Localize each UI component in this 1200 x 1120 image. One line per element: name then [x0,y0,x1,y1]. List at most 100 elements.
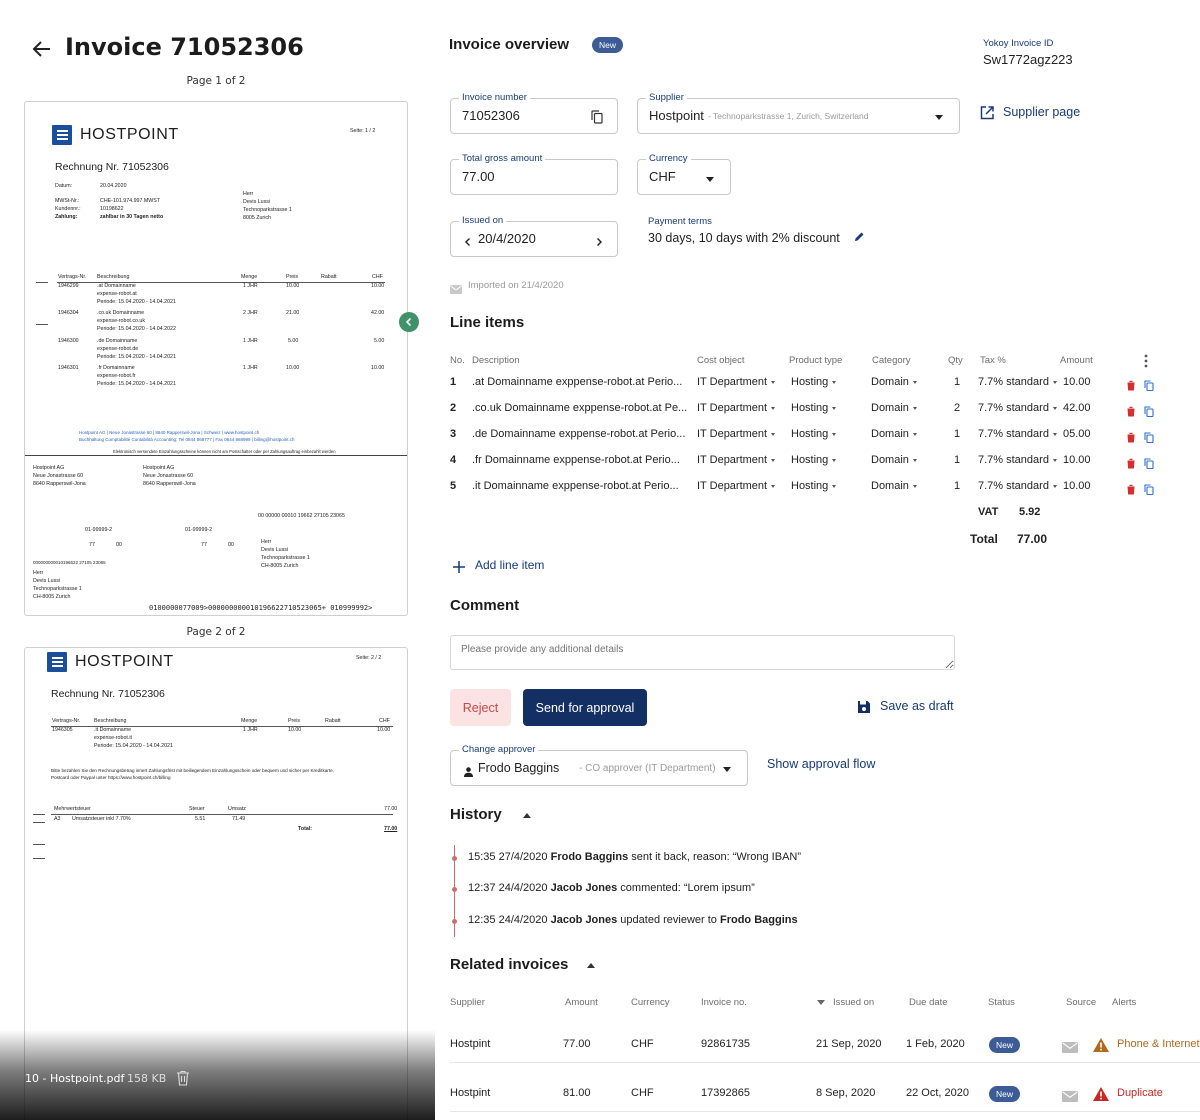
add-line-item-button[interactable]: Add line item [475,558,545,572]
reject-button[interactable]: Reject [450,689,511,726]
pdf-text: 10.00 [286,283,300,289]
category-select[interactable]: Domain [871,376,917,388]
save-draft-button[interactable]: Save as draft [880,699,954,713]
supplier-page-link[interactable]: Supplier page [1003,105,1081,119]
pdf-mark [33,844,45,845]
pdf-text: 1 JHR [243,283,258,289]
chevron-down-icon [832,458,837,462]
sort-down-icon[interactable] [817,1000,825,1005]
duplicate-icon[interactable] [1144,430,1154,444]
table-row[interactable]: 3 .de Domainname exppense-robot.at Perio… [435,428,1200,448]
row-amount: 10.00 [1063,454,1091,466]
issued-on-field[interactable]: Issued on 20/4/2020 [450,215,618,257]
trash-icon[interactable] [176,1070,190,1086]
history-text: commented: “Lorem ipsum” [620,882,755,894]
supplier-select[interactable]: Supplier Hostpoint - Technoparkstrasse 1… [637,92,960,134]
collapse-related-icon[interactable] [587,963,595,968]
history-item: 12:37 24/4/2020 Jacob Jones commented: “… [468,882,755,894]
category-select[interactable]: Domain [871,454,917,466]
pdf-page-1[interactable]: HOSTPOINT Seite: 1 / 2 Rechnung Nr. 7105… [24,101,408,616]
delete-icon[interactable] [1126,404,1136,417]
cost-object-select[interactable]: IT Department [697,428,776,440]
page-1-label: Page 1 of 2 [186,75,246,87]
edit-pencil-icon[interactable] [853,230,865,242]
pdf-invoice-heading: Rechnung Nr. 71052306 [55,161,169,173]
invoice-number-value: 71052306 [462,108,520,123]
show-approval-flow-link[interactable]: Show approval flow [767,757,876,771]
tax-select[interactable]: 7.7% standard [978,428,1057,440]
cell-text: IT Department [697,402,768,414]
delete-icon[interactable] [1126,378,1136,391]
col-header[interactable]: Issued on [833,997,875,1008]
file-name: 10 - Hostpoint.pdf [25,1072,125,1085]
duplicate-icon[interactable] [1144,404,1154,418]
collapse-history-icon[interactable] [523,813,531,818]
external-link-icon[interactable] [979,105,995,121]
duplicate-icon[interactable] [1144,456,1154,470]
product-type-select[interactable]: Hosting [791,402,837,414]
tax-select[interactable]: 7.7% standard [978,402,1057,414]
table-row[interactable]: 5 .it Domainname exppense-robot.at Perio… [435,480,1200,500]
pdf-text: expense-robot.fr [97,373,136,379]
chevron-right-icon[interactable] [595,234,603,246]
category-select[interactable]: Domain [871,428,917,440]
cost-object-select[interactable]: IT Department [697,376,776,388]
pdf-text: CH-8005 Zurich [33,594,71,600]
send-for-approval-button[interactable]: Send for approval [523,689,647,726]
collapse-chevron-icon[interactable] [399,312,419,332]
cost-object-select[interactable]: IT Department [697,402,776,414]
save-disk-icon[interactable] [857,700,871,714]
history-item: 15:35 27/4/2020 Frodo Baggins sent it ba… [468,851,801,863]
approver-select[interactable]: Change approver Frodo Baggins - CO appro… [450,744,748,786]
back-arrow-icon[interactable] [31,38,53,60]
delete-icon[interactable] [1126,456,1136,469]
pdf-text: 1 JHR [243,365,258,371]
product-type-select[interactable]: Hosting [791,454,837,466]
delete-icon[interactable] [1126,482,1136,495]
category-select[interactable]: Domain [871,402,917,414]
cost-object-select[interactable]: IT Department [697,480,776,492]
pdf-col: Rabatt [325,718,341,724]
duplicate-icon[interactable] [1144,482,1154,496]
table-row[interactable]: Hostpint 77.00 CHF 92861735 21 Sep, 2020… [435,1033,1200,1057]
timeline-dot [452,856,457,861]
chevron-left-icon[interactable] [464,234,472,246]
plus-icon[interactable] [453,560,465,573]
tax-select[interactable]: 7.7% standard [978,454,1057,466]
category-select[interactable]: Domain [871,480,917,492]
invoice-number-field[interactable]: Invoice number 71052306 [450,92,618,134]
pdf-text: 10.00 [371,365,385,371]
table-row[interactable]: 4 .fr Domainname exppense-robot.at Perio… [435,454,1200,474]
cost-object-select[interactable]: IT Department [697,454,776,466]
more-vertical-icon[interactable] [1144,354,1148,368]
pdf-rule [25,455,407,456]
mail-icon [1062,1040,1078,1053]
comment-input[interactable] [450,635,955,670]
chevron-down-icon [832,380,837,384]
gross-amount-value: 77.00 [462,169,495,184]
tax-select[interactable]: 7.7% standard [978,376,1057,388]
gross-amount-field[interactable]: Total gross amount 77.00 [450,153,618,195]
tax-select[interactable]: 7.7% standard [978,480,1057,492]
product-type-select[interactable]: Hosting [791,428,837,440]
pdf-text: 10.00 [377,727,391,733]
delete-icon[interactable] [1126,430,1136,443]
col-header: Due date [909,997,948,1008]
product-type-select[interactable]: Hosting [791,480,837,492]
copy-icon[interactable] [591,110,603,124]
pdf-text: .at Domainname [97,283,136,289]
product-type-select[interactable]: Hosting [791,376,837,388]
table-row[interactable]: 1 .at Domainname exppense-robot.at Perio… [435,376,1200,396]
table-row[interactable]: 2 .co.uk Domainname exppense-robot.at Pe… [435,402,1200,422]
pdf-mark [36,282,48,283]
pdf-invoice-heading: Rechnung Nr. 71052306 [51,688,165,700]
table-row[interactable]: Hostpint 81.00 CHF 17392865 8 Sep, 2020 … [435,1082,1200,1106]
chevron-down-icon [771,484,776,488]
pdf-text: Technoparkstrasse 1 [33,586,82,592]
duplicate-icon[interactable] [1144,378,1154,392]
cell-text: IT Department [697,428,768,440]
pdf-text: Devis Lussi [243,199,271,205]
pdf-col: Preis [288,718,301,724]
currency-select[interactable]: Currency CHF [637,153,731,195]
cell-text: 7.7% standard [978,454,1049,466]
